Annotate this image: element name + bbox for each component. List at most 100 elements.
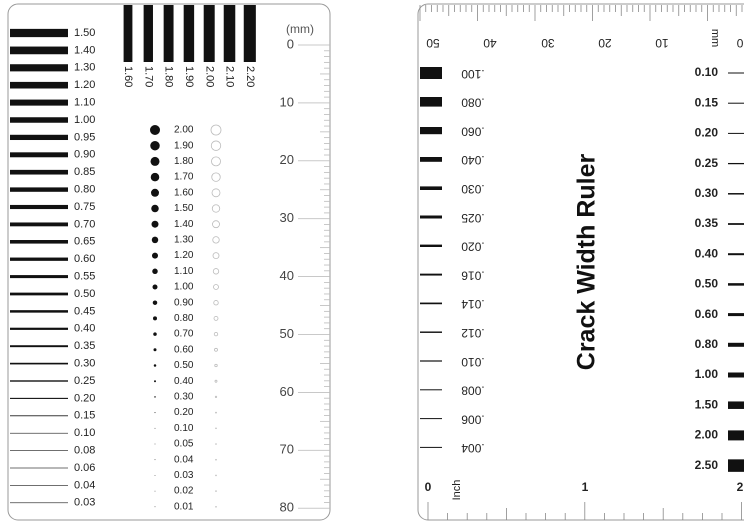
dot-label: 1.20 (174, 250, 194, 261)
inch-label: .004 (461, 441, 485, 455)
dot (150, 141, 160, 151)
dot-label: 0.40 (174, 376, 194, 387)
width-label: 1.40 (74, 44, 95, 56)
inch-bar (420, 67, 442, 79)
inch-number: 0 (425, 480, 432, 494)
inch-number: 2 (737, 480, 744, 494)
inch-label: .012 (461, 326, 485, 340)
width-line (10, 485, 68, 486)
dot-label: 0.20 (174, 407, 194, 418)
width-label: 0.20 (74, 392, 95, 404)
dot-label: 1.90 (174, 140, 194, 151)
width-label: 0.04 (74, 479, 95, 491)
scale-label: 70 (280, 442, 294, 457)
mm-label: 0 (736, 36, 743, 50)
inch-label: .008 (461, 384, 485, 398)
width-label: 0.25 (74, 375, 95, 387)
width-label: 0.95 (74, 131, 95, 143)
mm-bar (728, 313, 744, 316)
dot-label: 2.00 (174, 125, 194, 136)
rulers: (mm) Crack Width Ruler mm Inch 1.501.401… (0, 0, 744, 525)
width-line (10, 380, 68, 381)
inch-bar (420, 216, 442, 219)
mm-bar (728, 459, 744, 472)
dot-label: 1.80 (174, 156, 194, 167)
dot-label: 0.02 (174, 486, 194, 497)
bar-label: 2.00 (203, 66, 215, 87)
inch-label: .016 (461, 268, 485, 282)
width-line (10, 170, 68, 175)
bar-label: 1.60 (122, 66, 134, 87)
mm-width-label: 0.40 (695, 246, 719, 260)
width-label: 1.10 (74, 97, 95, 109)
dot-label: 0.70 (174, 329, 194, 340)
width-label: 1.00 (74, 114, 95, 126)
dot (155, 475, 156, 476)
dot (155, 444, 156, 445)
width-line (10, 415, 68, 416)
dot-label: 1.70 (174, 172, 194, 183)
width-label: 0.15 (74, 410, 95, 422)
mm-width-label: 2.00 (695, 428, 719, 442)
width-label: 0.10 (74, 427, 95, 439)
mm-unit: mm (709, 29, 721, 47)
width-line (10, 450, 68, 451)
mm-label: 40 (483, 36, 497, 50)
dot (153, 300, 158, 305)
inch-unit: Inch (451, 480, 463, 501)
inch-label: .006 (461, 412, 485, 426)
mm-width-label: 0.60 (695, 307, 719, 321)
width-label: 0.70 (74, 218, 95, 230)
inch-bar (420, 157, 442, 162)
width-line (10, 82, 68, 89)
width-bar (124, 5, 133, 62)
dot (151, 173, 160, 182)
scale-label: 0 (287, 36, 294, 51)
inch-label: .020 (461, 240, 485, 254)
dot (154, 364, 157, 367)
width-label: 0.03 (74, 497, 95, 509)
width-label: 0.75 (74, 201, 95, 213)
dot (154, 348, 157, 351)
dot (155, 491, 156, 492)
mm-bar (728, 73, 744, 74)
dot-label: 0.03 (174, 470, 194, 481)
ruler-title: Crack Width Ruler (573, 153, 601, 370)
dot-label: 1.00 (174, 282, 194, 293)
dot (153, 316, 157, 320)
width-label: 0.80 (74, 184, 95, 196)
width-label: 0.08 (74, 445, 95, 457)
dot (152, 269, 158, 275)
scale-label: 80 (280, 500, 294, 515)
dot (153, 332, 157, 336)
width-line (10, 100, 68, 106)
dot (155, 428, 156, 429)
mm-label: 50 (426, 36, 440, 50)
width-label: 1.50 (74, 27, 95, 39)
width-line (10, 293, 68, 296)
mm-width-label: 0.15 (695, 95, 719, 109)
mm-label: 10 (655, 36, 669, 50)
scale-label: 20 (280, 152, 294, 167)
mm-bar (728, 401, 744, 409)
width-line (10, 187, 68, 191)
dot (152, 253, 158, 259)
width-bar (184, 5, 194, 62)
mm-width-label: 0.80 (695, 337, 719, 351)
dot (155, 459, 156, 460)
inch-bar (420, 274, 442, 276)
width-line (10, 117, 68, 123)
mm-bar (728, 193, 744, 195)
dot-label: 1.40 (174, 219, 194, 230)
width-bar (204, 5, 215, 62)
dot-label: 0.30 (174, 392, 194, 403)
width-line (10, 205, 68, 209)
width-line (10, 345, 68, 347)
mm-width-label: 2.50 (695, 458, 719, 472)
width-label: 1.20 (74, 79, 95, 91)
mm-bar (728, 343, 744, 347)
inch-label: .040 (461, 153, 485, 167)
width-label: 0.65 (74, 236, 95, 248)
inch-label: .030 (461, 182, 485, 196)
dot (154, 396, 156, 398)
